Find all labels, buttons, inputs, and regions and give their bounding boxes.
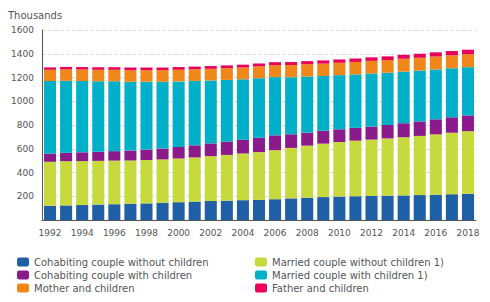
svg-text:Married couple with children 1: Married couple with children 1) [272,270,428,281]
svg-text:2006: 2006 [264,228,287,238]
svg-text:Cohabiting couple without chil: Cohabiting couple without children [34,257,209,268]
svg-text:2008: 2008 [296,228,319,238]
svg-text:Father and children: Father and children [272,283,369,294]
svg-text:2004: 2004 [231,228,254,238]
svg-text:2010: 2010 [328,228,351,238]
svg-text:1200: 1200 [11,73,34,83]
svg-text:Thousands: Thousands [7,10,62,21]
svg-text:2000: 2000 [167,228,190,238]
svg-text:Married couple without childre: Married couple without children 1) [272,257,444,268]
svg-text:Mother and children: Mother and children [34,283,135,294]
svg-text:1994: 1994 [71,228,94,238]
svg-text:1600: 1600 [11,25,34,35]
svg-text:2016: 2016 [424,228,447,238]
svg-text:1400: 1400 [11,49,34,59]
svg-text:1998: 1998 [135,228,158,238]
svg-text:800: 800 [17,120,34,130]
svg-text:2014: 2014 [392,228,415,238]
svg-text:2012: 2012 [360,228,383,238]
svg-text:1000: 1000 [11,96,34,106]
svg-text:Cohabiting couple with childre: Cohabiting couple with children [34,270,192,281]
svg-text:2002: 2002 [199,228,222,238]
svg-text:2018: 2018 [457,228,480,238]
svg-text:1992: 1992 [39,228,62,238]
svg-text:1996: 1996 [103,228,126,238]
svg-text:400: 400 [17,168,34,178]
svg-text:200: 200 [17,191,34,201]
svg-text:600: 600 [17,144,34,154]
